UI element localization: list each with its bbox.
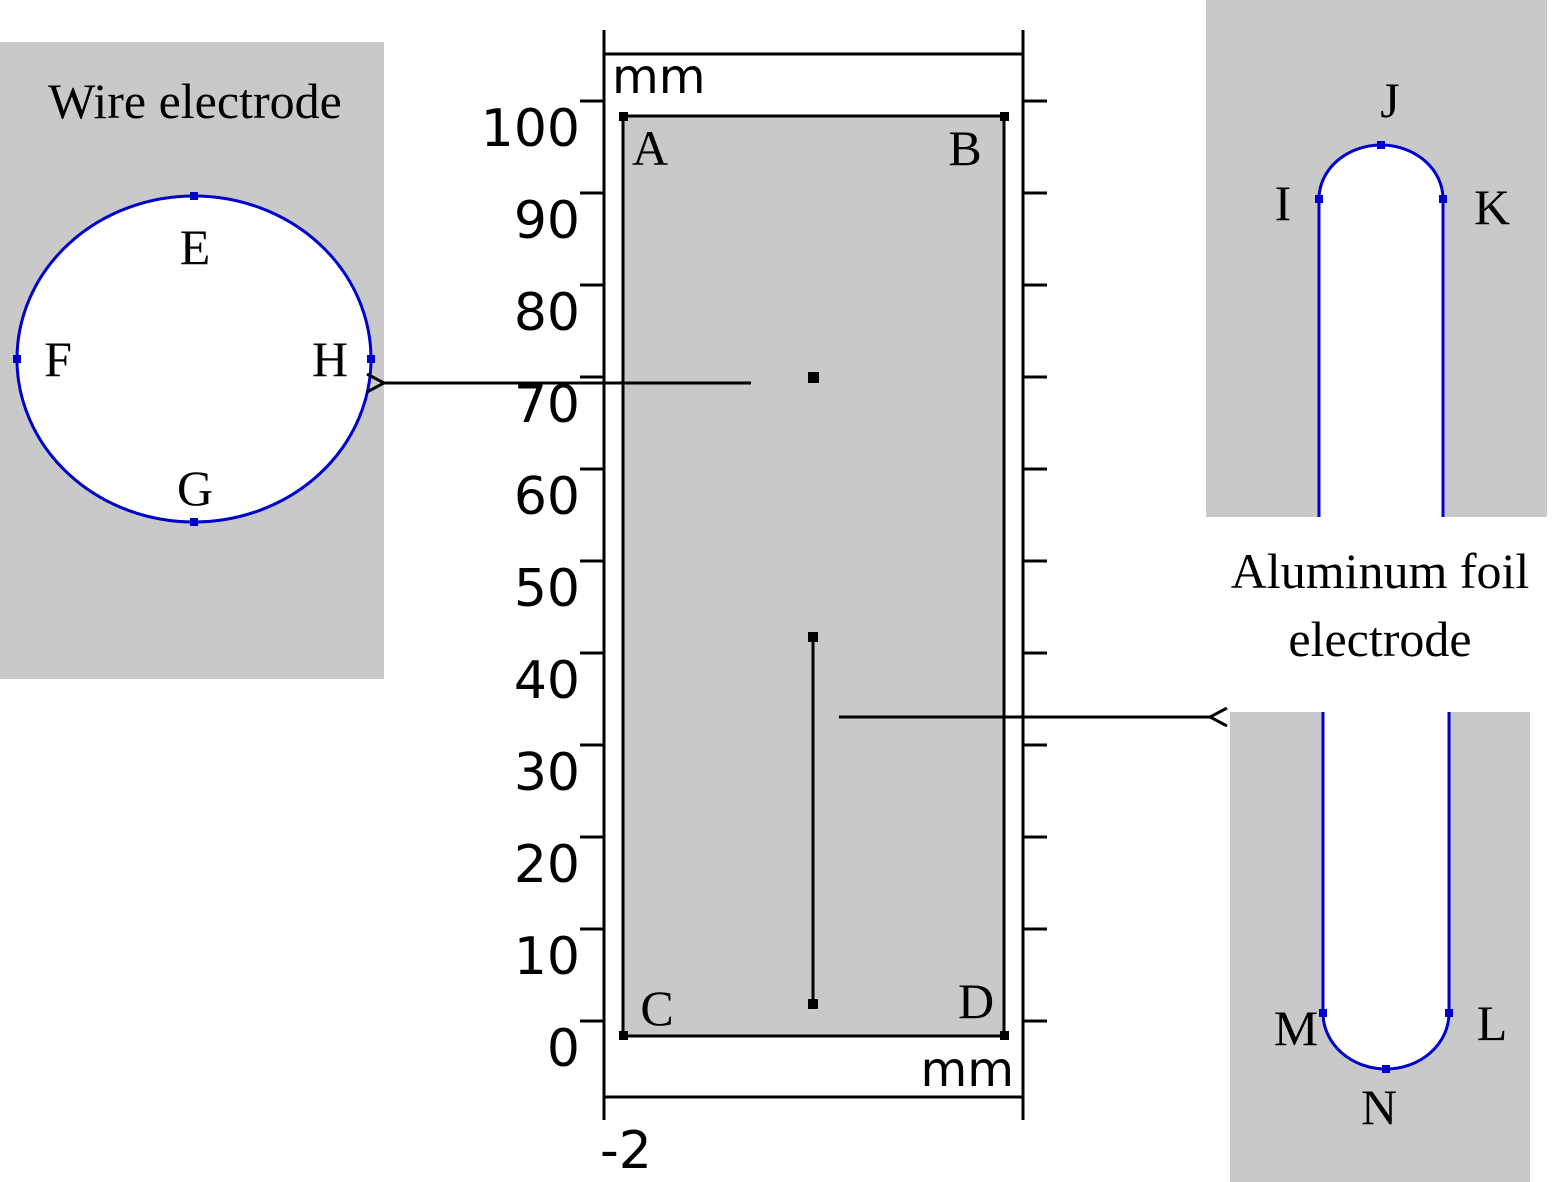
point-m-label: M bbox=[1274, 1000, 1318, 1056]
axis-ticks bbox=[580, 99, 1047, 1023]
foil-bottom-interior bbox=[1323, 712, 1449, 1069]
corner-a-marker bbox=[619, 112, 628, 121]
wire-electrode-panel: Wire electrode E F H G bbox=[0, 42, 384, 679]
y-tick-label: 60 bbox=[514, 467, 580, 527]
point-g-marker bbox=[190, 518, 198, 526]
foil-bottom-marker bbox=[808, 999, 818, 1009]
y-tick-label: 0 bbox=[547, 1019, 580, 1079]
point-k-label: K bbox=[1474, 179, 1510, 235]
wire-electrode-point bbox=[808, 372, 819, 383]
point-j-label: J bbox=[1380, 72, 1399, 128]
point-l-label: L bbox=[1477, 995, 1508, 1051]
point-j-marker bbox=[1377, 141, 1385, 149]
point-f-marker bbox=[13, 355, 21, 363]
wire-panel-title: Wire electrode bbox=[48, 73, 342, 129]
point-n-marker bbox=[1382, 1065, 1390, 1073]
y-tick-label: 90 bbox=[514, 191, 580, 251]
corner-a-label: A bbox=[632, 120, 668, 176]
point-f-label: F bbox=[44, 331, 72, 387]
y-tick-label: 80 bbox=[514, 283, 580, 343]
corner-d-label: D bbox=[958, 973, 994, 1029]
foil-label-line1: Aluminum foil bbox=[1231, 543, 1530, 599]
corner-d-marker bbox=[1000, 1031, 1009, 1040]
point-l-marker bbox=[1445, 1009, 1453, 1017]
point-g-label: G bbox=[177, 460, 213, 516]
foil-top-marker bbox=[808, 632, 818, 642]
point-m-marker bbox=[1319, 1009, 1327, 1017]
y-tick-label: 70 bbox=[514, 375, 580, 435]
x-tick-label: -2 bbox=[600, 1121, 652, 1181]
y-tick-label: 50 bbox=[514, 559, 580, 619]
point-h-label: H bbox=[312, 331, 348, 387]
point-e-label: E bbox=[180, 219, 211, 275]
corner-c-label: C bbox=[640, 980, 673, 1036]
point-h-marker bbox=[367, 355, 375, 363]
y-tick-label: 100 bbox=[481, 99, 580, 159]
foil-electrode-panel: I J K Aluminum foil electrode M N L bbox=[1206, 0, 1547, 1182]
x-axis-unit: mm bbox=[920, 1042, 1014, 1098]
corner-c-marker bbox=[619, 1031, 628, 1040]
y-tick-label: 40 bbox=[514, 651, 580, 711]
point-k-marker bbox=[1439, 195, 1447, 203]
foil-label-line2: electrode bbox=[1288, 611, 1471, 667]
point-i-label: I bbox=[1275, 175, 1292, 231]
point-n-label: N bbox=[1361, 1079, 1397, 1135]
point-e-marker bbox=[190, 192, 198, 200]
y-tick-label: 30 bbox=[514, 743, 580, 803]
corner-b-marker bbox=[1000, 112, 1009, 121]
foil-top-interior bbox=[1319, 145, 1443, 517]
domain-panel: 100 90 80 70 60 50 40 30 20 10 0 mm mm -… bbox=[481, 30, 1047, 1181]
y-tick-label: 20 bbox=[514, 835, 580, 895]
corner-b-label: B bbox=[948, 120, 981, 176]
point-i-marker bbox=[1315, 195, 1323, 203]
y-tick-label: 10 bbox=[514, 927, 580, 987]
y-axis-unit: mm bbox=[612, 49, 706, 105]
